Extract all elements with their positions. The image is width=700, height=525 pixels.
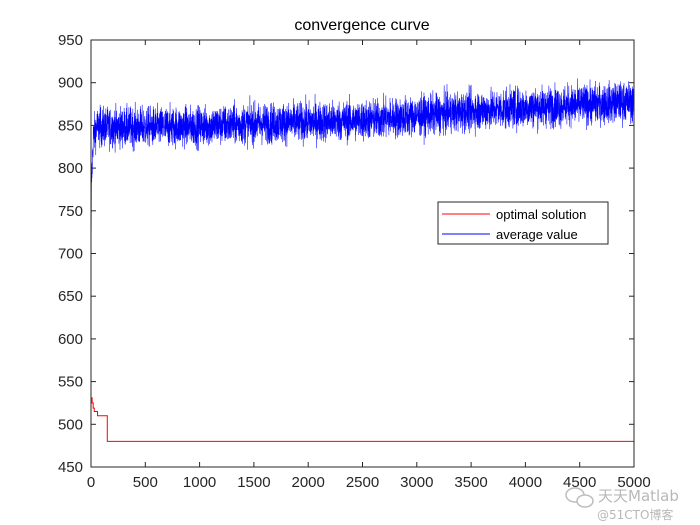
y-tick-label: 650 — [58, 288, 83, 305]
watermark-line2: @51CTO博客 — [597, 507, 673, 522]
x-tick-label: 4500 — [563, 474, 596, 491]
x-tick-label: 2500 — [346, 474, 379, 491]
y-tick-label: 950 — [58, 32, 83, 49]
x-tick-label: 5000 — [617, 474, 650, 491]
legend-label-optimal: optimal solution — [496, 207, 586, 222]
y-tick-label: 850 — [58, 117, 83, 134]
legend-box — [437, 201, 609, 245]
y-tick-label: 750 — [58, 203, 83, 220]
legend-label-average: average value — [496, 227, 578, 242]
x-tick-label: 4000 — [509, 474, 542, 491]
tick-layer: 0 500 1000 1500 2000 2500 3000 3500 4000 4500 5000… — [58, 32, 651, 491]
series-optimal-solution — [91, 397, 634, 442]
series-layer — [90, 78, 635, 442]
x-tick-label: 3000 — [400, 474, 433, 491]
watermark: 天天Matlab @51CTO博客 — [565, 487, 679, 522]
y-tick-label: 550 — [58, 374, 83, 391]
y-tick-label: 900 — [58, 75, 83, 92]
y-tick-label: 450 — [58, 459, 83, 476]
x-tick-label: 0 — [87, 474, 95, 491]
x-tick-label: 500 — [133, 474, 158, 491]
y-tick-label: 800 — [58, 160, 83, 177]
watermark-line1: 天天Matlab — [598, 487, 679, 505]
chart-title: convergence curve — [294, 17, 429, 34]
x-tick-label: 3500 — [454, 474, 487, 491]
y-tick-label: 700 — [58, 246, 83, 263]
x-tick-label: 2000 — [292, 474, 325, 491]
legend: optimal solution average value — [437, 201, 609, 245]
x-tick-label: 1500 — [237, 474, 270, 491]
y-tick-label: 600 — [58, 331, 83, 348]
series-average-value — [90, 78, 635, 254]
y-tick-label: 500 — [58, 416, 83, 433]
x-tick-label: 1000 — [183, 474, 216, 491]
wechat-logo-icon — [565, 487, 594, 508]
